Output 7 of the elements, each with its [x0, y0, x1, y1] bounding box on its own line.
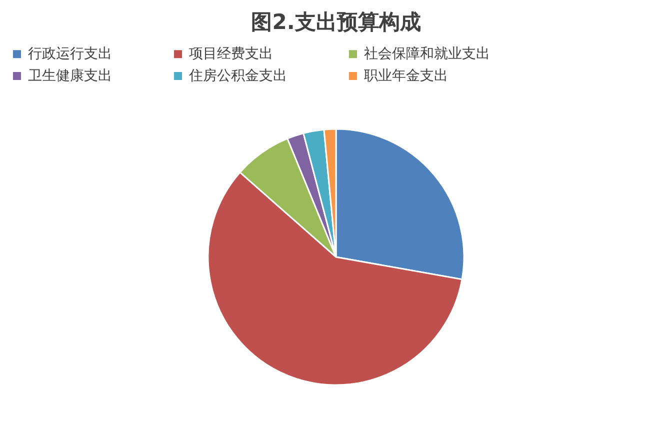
chart-title: 图2.支出预算构成: [251, 10, 421, 34]
legend-label: 住房公积金支出: [188, 68, 287, 84]
legend-label: 职业年金支出: [364, 68, 448, 84]
legend-label: 卫生健康支出: [28, 68, 112, 84]
legend-label: 项目经费支出: [189, 46, 273, 62]
legend-label: 行政运行支出: [28, 46, 112, 62]
legend-label: 社会保障和就业支出: [364, 46, 490, 62]
